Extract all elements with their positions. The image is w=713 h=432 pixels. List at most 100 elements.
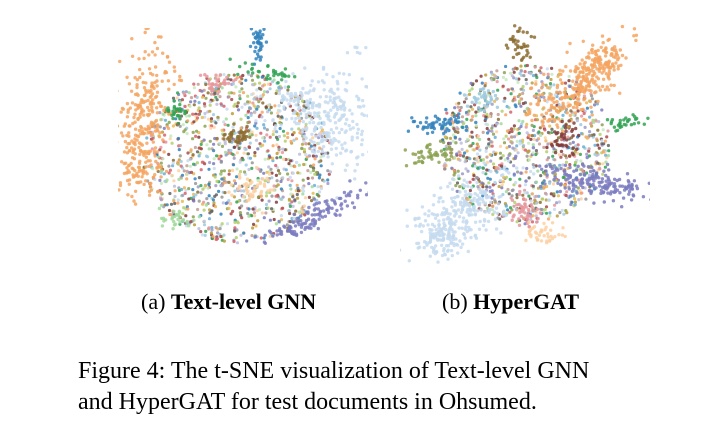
scatter-point bbox=[479, 220, 482, 223]
scatter-point bbox=[334, 139, 337, 142]
scatter-point bbox=[237, 101, 240, 104]
scatter-point bbox=[495, 98, 498, 101]
scatter-point bbox=[230, 183, 233, 186]
scatter-point bbox=[501, 110, 504, 113]
scatter-point bbox=[434, 217, 437, 220]
scatter-point bbox=[190, 148, 193, 151]
scatter-point bbox=[613, 68, 616, 71]
scatter-point bbox=[473, 148, 476, 151]
scatter-point bbox=[618, 191, 621, 194]
scatter-point bbox=[293, 98, 296, 101]
scatter-point bbox=[596, 100, 599, 103]
scatter-point bbox=[549, 78, 552, 81]
scatter-point bbox=[585, 73, 588, 76]
scatter-point bbox=[278, 172, 281, 175]
scatter-point bbox=[168, 61, 171, 64]
scatter-point bbox=[239, 118, 242, 121]
scatter-point bbox=[570, 130, 573, 133]
scatter-point bbox=[440, 149, 443, 152]
scatter-point bbox=[541, 208, 544, 211]
scatter-point bbox=[511, 141, 514, 144]
scatter-point bbox=[431, 223, 434, 226]
scatter-point bbox=[539, 66, 542, 69]
scatter-point bbox=[577, 109, 580, 112]
scatter-point bbox=[417, 156, 420, 159]
scatter-point bbox=[495, 130, 498, 133]
scatter-point bbox=[468, 93, 471, 96]
scatter-point bbox=[603, 200, 606, 203]
scatter-point bbox=[255, 108, 258, 111]
scatter-point bbox=[139, 180, 142, 183]
scatter-point bbox=[183, 92, 186, 95]
scatter-point bbox=[561, 226, 564, 229]
scatter-point bbox=[292, 172, 295, 175]
scatter-point bbox=[305, 127, 308, 130]
scatter-point bbox=[192, 163, 195, 166]
scatter-point bbox=[168, 209, 171, 212]
scatter-point bbox=[184, 105, 187, 108]
scatter-point bbox=[529, 87, 532, 90]
scatter-point bbox=[279, 180, 282, 183]
scatter-point bbox=[339, 152, 342, 155]
scatter-point bbox=[121, 134, 124, 137]
scatter-point bbox=[336, 87, 339, 90]
scatter-point bbox=[568, 75, 571, 78]
scatter-point bbox=[288, 198, 291, 201]
scatter-point bbox=[185, 177, 188, 180]
scatter-point bbox=[480, 75, 483, 78]
scatter-point bbox=[287, 102, 290, 105]
scatter-point bbox=[246, 100, 249, 103]
scatter-point bbox=[528, 176, 531, 179]
scatter-point bbox=[546, 232, 549, 235]
scatter-point bbox=[648, 182, 650, 185]
scatter-point bbox=[505, 146, 508, 149]
scatter-point bbox=[339, 204, 342, 207]
scatter-point bbox=[537, 89, 540, 92]
scatter-point bbox=[584, 126, 587, 129]
scatter-point bbox=[454, 130, 457, 133]
scatter-point bbox=[585, 101, 588, 104]
scatter-point bbox=[556, 131, 559, 134]
scatter-point bbox=[548, 215, 551, 218]
scatter-point bbox=[204, 83, 207, 86]
scatter-point bbox=[239, 234, 242, 237]
scatter-point bbox=[220, 102, 223, 105]
scatter-point bbox=[523, 211, 526, 214]
scatter-point bbox=[547, 217, 550, 220]
scatter-point bbox=[535, 181, 538, 184]
scatter-point bbox=[437, 161, 440, 164]
scatter-point bbox=[524, 179, 527, 182]
scatter-point bbox=[202, 201, 205, 204]
scatter-point bbox=[245, 185, 248, 188]
scatter-point bbox=[527, 142, 530, 145]
scatter-point bbox=[132, 149, 135, 152]
scatter-point bbox=[178, 75, 181, 78]
scatter-point bbox=[433, 153, 436, 156]
scatter-point bbox=[571, 152, 574, 155]
scatter-point bbox=[505, 44, 508, 47]
scatter-point bbox=[600, 46, 603, 49]
scatter-point bbox=[587, 51, 590, 54]
scatter-point bbox=[164, 119, 167, 122]
scatter-point bbox=[462, 220, 465, 223]
scatter-point bbox=[325, 199, 328, 202]
scatter-point bbox=[417, 217, 420, 220]
scatter-point bbox=[203, 112, 206, 115]
scatter-point bbox=[357, 105, 360, 108]
scatter-point bbox=[581, 186, 584, 189]
scatter-point bbox=[288, 212, 291, 215]
scatter-point bbox=[643, 123, 646, 126]
scatter-point bbox=[172, 124, 175, 127]
scatter-point bbox=[236, 167, 239, 170]
scatter-point bbox=[212, 198, 215, 201]
scatter-point bbox=[527, 210, 530, 213]
scatter-point bbox=[340, 143, 343, 146]
scatter-point bbox=[469, 193, 472, 196]
scatter-point bbox=[270, 176, 273, 179]
scatter-point bbox=[177, 114, 180, 117]
scatter-point bbox=[143, 94, 146, 97]
scatter-point bbox=[221, 145, 224, 148]
scatter-point bbox=[569, 109, 572, 112]
scatter-point bbox=[443, 167, 446, 170]
scatter-point bbox=[226, 222, 229, 225]
